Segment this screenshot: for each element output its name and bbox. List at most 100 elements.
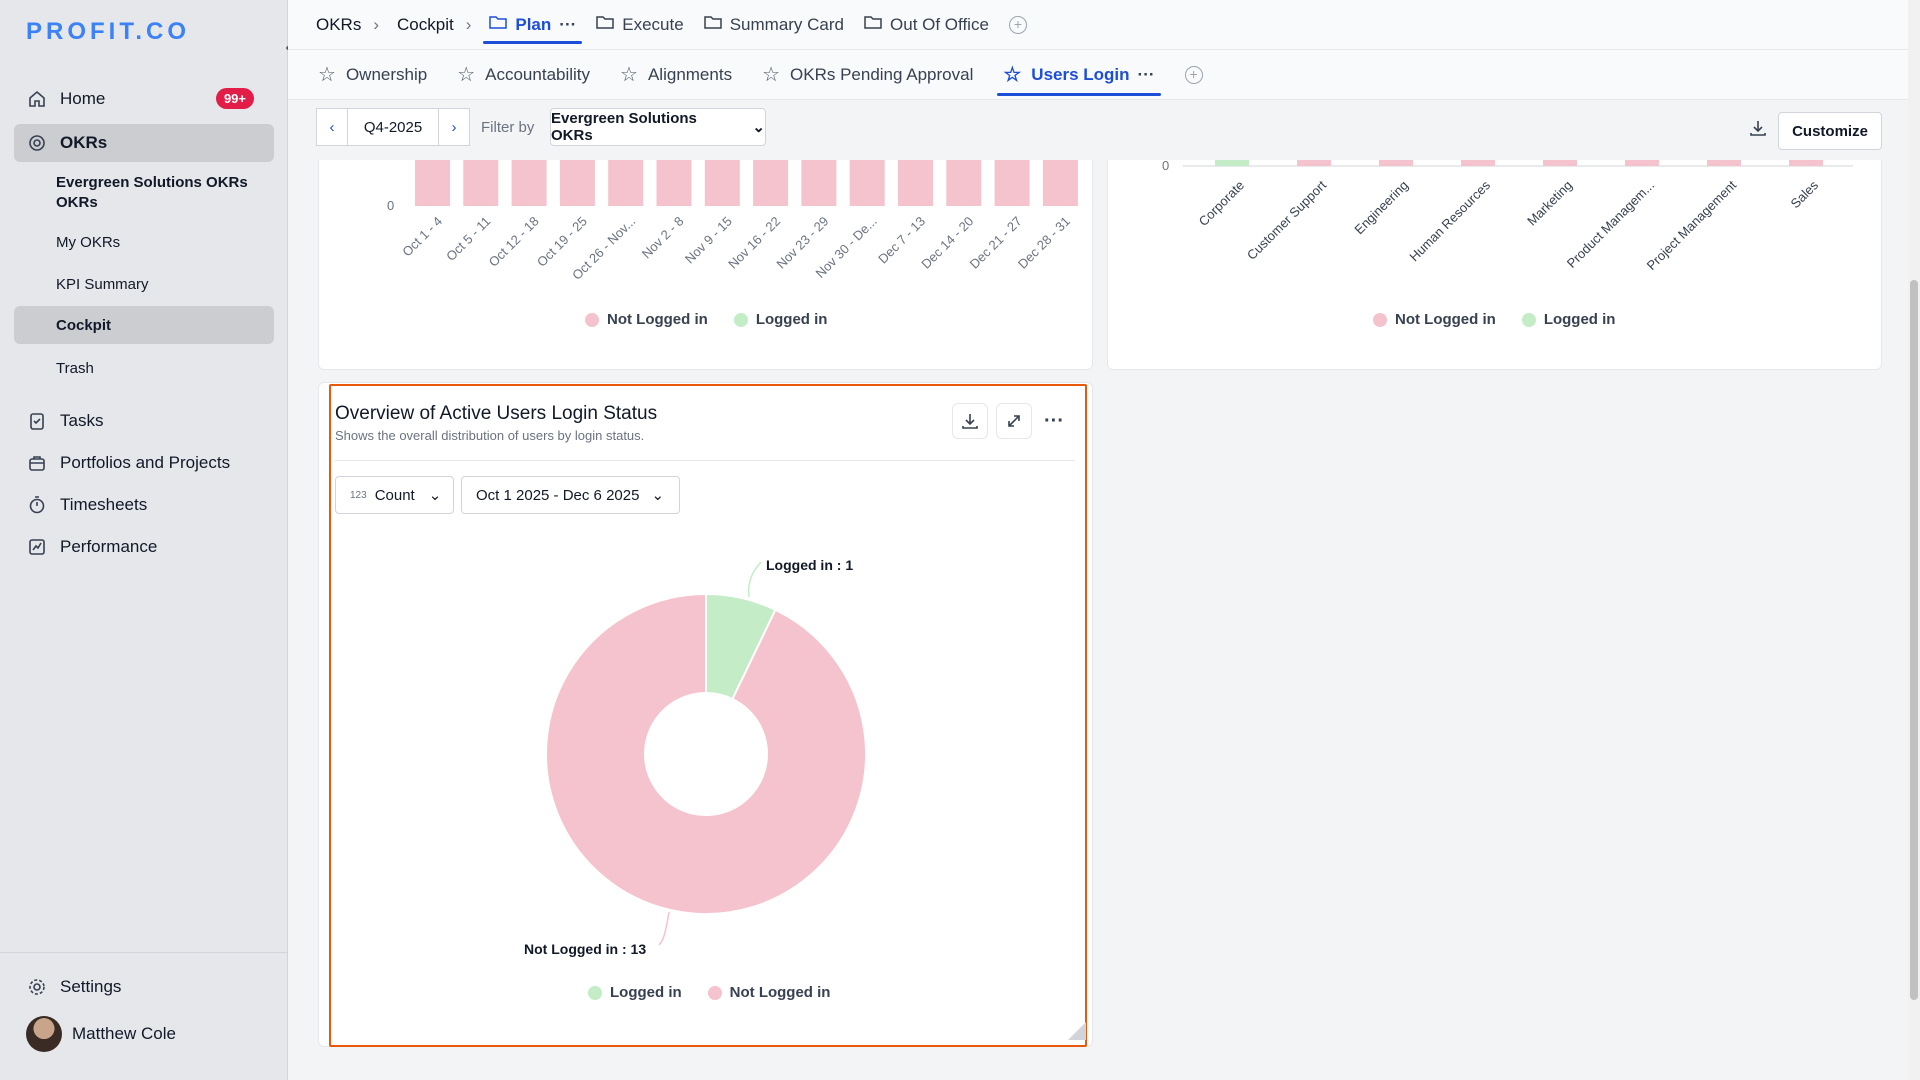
legend-item-logged[interactable]: Logged in <box>1521 311 1616 328</box>
bar-not-logged[interactable] <box>849 160 885 206</box>
more-options-icon[interactable]: ··· <box>559 14 577 34</box>
sidebar-item-timesheets[interactable]: Timesheets <box>14 486 274 524</box>
sidebar-subitem-cockpit[interactable]: Cockpit <box>14 306 274 344</box>
x-tick-label: Oct 5 - 11 <box>443 214 493 264</box>
sidebar-item-label: Settings <box>60 977 122 996</box>
download-icon <box>962 414 978 429</box>
scroll-thumb[interactable] <box>1910 280 1918 1000</box>
legend-item-logged[interactable]: Logged in <box>588 984 682 1001</box>
legend-label: Logged in <box>1543 311 1616 328</box>
briefcase-icon <box>26 452 48 474</box>
bar-not-logged[interactable] <box>994 160 1030 206</box>
bar-not-logged[interactable] <box>753 160 789 206</box>
sidebar-item-okrs[interactable]: OKRs <box>14 124 274 162</box>
sidebar-subitem-evergreen[interactable]: Evergreen Solutions OKRs OKRs <box>14 172 274 214</box>
filter-dropdown[interactable]: Evergreen Solutions OKRs ⌄ <box>550 108 766 146</box>
bar-not-logged[interactable] <box>898 160 933 206</box>
divider <box>335 460 1075 461</box>
breadcrumb-cockpit[interactable]: Cockpit <box>397 14 454 34</box>
bar-not-logged[interactable] <box>801 160 837 206</box>
bar-not-logged[interactable] <box>559 160 595 206</box>
bar-not-logged[interactable] <box>946 160 982 206</box>
bar-not-logged[interactable] <box>463 160 499 206</box>
x-tick-label: Engineering <box>1351 178 1411 238</box>
tab-alignments[interactable]: ☆ Alignments <box>620 50 732 100</box>
tab-plan[interactable]: Plan ··· <box>483 0 583 50</box>
sidebar-item-tasks[interactable]: Tasks <box>14 402 274 440</box>
sidebar-subitem-my-okrs[interactable]: My OKRs <box>14 228 274 256</box>
star-icon: ☆ <box>318 64 336 86</box>
metric-dropdown[interactable]: 123 Count ⌄ <box>335 476 454 514</box>
bar-not-logged[interactable] <box>704 160 740 206</box>
add-tab-icon[interactable]: + <box>1008 15 1027 34</box>
app-logo[interactable]: PROFIT.CO <box>26 18 191 45</box>
sidebar-item-settings[interactable]: Settings <box>14 968 274 1006</box>
tab-users-login[interactable]: ☆ Users Login ··· <box>997 50 1161 100</box>
tab-summary-card[interactable]: Summary Card <box>703 0 845 50</box>
download-icon[interactable] <box>1748 118 1768 138</box>
bar-not-logged[interactable] <box>511 160 547 206</box>
bar[interactable] <box>1461 160 1495 166</box>
filter-label: Filter by <box>481 119 535 136</box>
tab-label: Summary Card <box>729 14 845 34</box>
bar-not-logged[interactable] <box>656 160 692 206</box>
bar[interactable] <box>1789 160 1823 166</box>
leader-line-not-logged <box>658 911 670 946</box>
legend-item-not-logged[interactable]: Not Logged in <box>707 984 830 1001</box>
sub-tabs: ☆ Ownership ☆ Accountability ☆ Alignments ☆… <box>288 50 1920 100</box>
tab-label: OKRs Pending Approval <box>790 64 974 84</box>
user-profile[interactable]: Matthew Cole <box>14 1015 274 1053</box>
add-tab-icon[interactable]: + <box>1184 65 1203 84</box>
legend-item-not-logged[interactable]: Not Logged in <box>1373 311 1496 328</box>
bar-not-logged[interactable] <box>1042 160 1078 206</box>
sidebar-subitem-trash[interactable]: Trash <box>14 354 274 382</box>
bar-not-logged[interactable] <box>415 160 450 206</box>
tab-ownership[interactable]: ☆ Ownership <box>318 50 427 100</box>
date-range-dropdown[interactable]: Oct 1 2025 - Dec 6 2025 ⌄ <box>461 476 680 514</box>
legend-item-logged[interactable]: Logged in <box>733 311 827 328</box>
chevron-down-icon: ⌄ <box>752 119 765 136</box>
star-icon: ☆ <box>1003 64 1022 86</box>
resize-handle[interactable] <box>1068 1022 1086 1040</box>
expand-chart-button[interactable] <box>996 403 1032 439</box>
bar[interactable] <box>1215 160 1249 166</box>
tab-out-of-office[interactable]: Out Of Office <box>864 0 989 50</box>
bar[interactable] <box>1707 160 1741 166</box>
department-login-chart-card: 0 Corporate Customer Support Engineering Hum… <box>1107 160 1882 370</box>
sidebar-item-home[interactable]: Home 99+ <box>14 80 274 118</box>
sidebar-item-performance[interactable]: Performance <box>14 528 274 566</box>
bar-not-logged[interactable] <box>608 160 644 206</box>
period-selector[interactable]: Q4-2025 <box>347 108 439 146</box>
prev-period-button[interactable]: ‹ <box>316 108 348 146</box>
sidebar-item-portfolios[interactable]: Portfolios and Projects <box>14 444 274 482</box>
more-options-icon[interactable]: ··· <box>1044 410 1064 432</box>
bar[interactable] <box>1379 160 1413 166</box>
slice-not-logged-in[interactable] <box>545 592 867 915</box>
legend-item-not-logged[interactable]: Not Logged in <box>585 311 708 328</box>
download-chart-button[interactable] <box>952 403 988 439</box>
legend-label: Logged in <box>610 984 682 1001</box>
bar[interactable] <box>1543 160 1577 166</box>
sidebar-subitem-kpi-summary[interactable]: KPI Summary <box>14 270 274 298</box>
expand-icon <box>1008 415 1020 427</box>
chevron-down-icon: ⌄ <box>651 487 665 504</box>
x-tick-label: Sales <box>1788 177 1822 211</box>
legend-dot <box>585 312 599 327</box>
tab-accountability[interactable]: ☆ Accountability <box>457 50 590 100</box>
tab-execute[interactable]: Execute <box>596 0 684 50</box>
bar[interactable] <box>1625 160 1659 166</box>
more-options-icon[interactable]: ··· <box>1137 64 1155 84</box>
chart-legend: Not Logged in Logged in <box>585 311 853 328</box>
tab-okrs-pending-approval[interactable]: ☆ OKRs Pending Approval <box>762 50 973 100</box>
page-scrollbar[interactable] <box>1908 0 1920 1080</box>
bar[interactable] <box>1297 160 1331 166</box>
leader-line-logged <box>747 561 762 598</box>
next-period-button[interactable]: › <box>438 108 470 146</box>
customize-button[interactable]: Customize <box>1778 112 1882 150</box>
login-status-donut-chart <box>545 561 867 946</box>
sidebar-item-label: Home <box>60 89 106 108</box>
x-tick-label: Oct 1 - 4 <box>399 214 445 260</box>
collapse-sidebar-icon[interactable]: ‹ <box>278 38 298 58</box>
breadcrumb-okrs[interactable]: OKRs <box>316 14 362 34</box>
chevron-down-icon: ⌄ <box>428 487 442 504</box>
